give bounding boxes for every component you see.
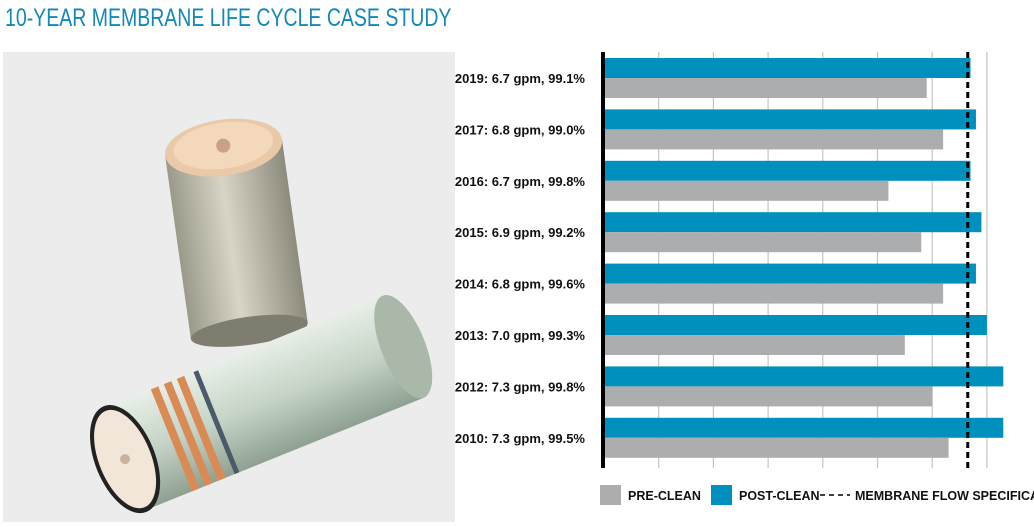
membrane-photo	[3, 52, 455, 522]
bar-post-clean	[604, 58, 971, 78]
legend-label-spec: MEMBRANE FLOW SPECIFICATION	[855, 489, 1034, 503]
category-label: 2010: 7.3 gpm, 99.5%	[455, 431, 586, 446]
bar-pre-clean	[604, 180, 889, 201]
bar-post-clean	[604, 366, 1004, 387]
bar-pre-clean	[604, 78, 927, 98]
category-label: 2017: 6.8 gpm, 99.0%	[455, 122, 586, 137]
category-label: 2016: 6.7 gpm, 99.8%	[455, 174, 586, 189]
bar-pre-clean	[604, 437, 949, 458]
bar-pre-clean	[604, 129, 944, 150]
bar-pre-clean	[604, 283, 944, 304]
bar-post-clean	[604, 109, 976, 130]
legend-swatch-pre-clean	[600, 485, 621, 505]
legend-label-post-clean: POST-CLEAN	[739, 489, 820, 503]
page-title: 10-YEAR MEMBRANE LIFE CYCLE CASE STUDY	[5, 4, 452, 32]
bar-post-clean	[604, 212, 982, 233]
bar-post-clean	[604, 315, 987, 335]
category-label: 2013: 7.0 gpm, 99.3%	[455, 328, 586, 343]
bar-pre-clean	[604, 335, 905, 355]
legend: PRE-CLEAN POST-CLEAN MEMBRANE FLOW SPECI…	[600, 485, 1034, 505]
category-label: 2012: 7.3 gpm, 99.8%	[455, 379, 586, 394]
bar-post-clean	[604, 160, 971, 181]
bar-pre-clean	[604, 386, 933, 407]
bar-pre-clean	[604, 232, 922, 253]
category-label: 2014: 6.8 gpm, 99.6%	[455, 277, 586, 292]
bar-post-clean	[604, 263, 976, 284]
legend-label-pre-clean: PRE-CLEAN	[628, 489, 701, 503]
legend-swatch-post-clean	[711, 485, 732, 505]
category-label: 2015: 6.9 gpm, 99.2%	[455, 225, 586, 240]
bar-post-clean	[604, 417, 1004, 438]
category-label: 2019: 6.7 gpm, 99.1%	[455, 71, 586, 86]
